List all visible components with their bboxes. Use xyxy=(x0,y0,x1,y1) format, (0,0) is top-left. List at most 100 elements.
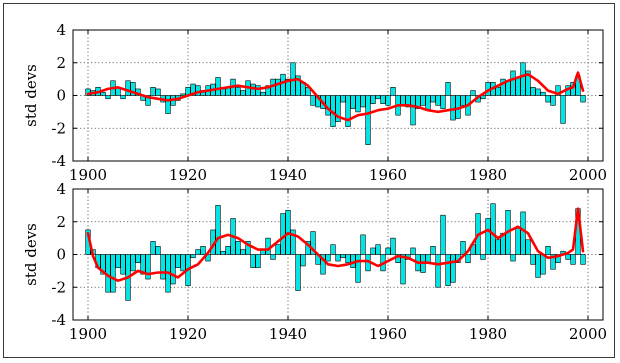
bar xyxy=(145,254,151,280)
bar xyxy=(100,254,106,275)
bar xyxy=(120,254,126,275)
bar xyxy=(540,91,546,96)
bar xyxy=(490,203,496,255)
bottom-panel: 1900 1920 1940 1960 1980 2000 4 2 0 -2 -4 std devs xyxy=(22,180,607,343)
bar xyxy=(415,95,421,109)
bar xyxy=(155,246,161,255)
y-tick-label: -2 xyxy=(51,278,66,296)
bar xyxy=(435,254,441,288)
bar xyxy=(390,87,396,96)
y-tick-label: 4 xyxy=(56,21,66,39)
bar xyxy=(500,232,506,255)
bar xyxy=(515,228,521,255)
bar xyxy=(480,95,486,100)
bar xyxy=(400,254,406,285)
bar xyxy=(525,239,531,255)
bar xyxy=(480,254,486,260)
bar xyxy=(495,87,501,96)
bar xyxy=(355,254,361,283)
bar xyxy=(440,214,446,255)
bar xyxy=(495,239,501,255)
bar xyxy=(370,95,376,104)
bar xyxy=(545,246,551,255)
y-tick-label: -4 xyxy=(51,311,66,329)
bar xyxy=(215,205,221,255)
bar xyxy=(405,95,411,108)
bar xyxy=(130,82,136,96)
bar xyxy=(530,87,536,96)
bar xyxy=(105,95,111,100)
bar xyxy=(355,95,361,113)
bar xyxy=(265,85,271,96)
bar xyxy=(330,244,336,255)
bar xyxy=(360,234,366,255)
bar xyxy=(280,213,286,255)
bar xyxy=(365,95,371,145)
bar xyxy=(545,95,551,103)
bar xyxy=(435,95,441,106)
bar xyxy=(170,254,176,285)
bar xyxy=(260,91,266,96)
y-tick-label: 0 xyxy=(56,87,66,105)
bar xyxy=(550,95,556,106)
bar xyxy=(290,229,296,255)
bar xyxy=(375,95,381,100)
bar xyxy=(450,254,456,283)
bar xyxy=(125,80,131,96)
bar xyxy=(555,254,561,263)
bar xyxy=(190,83,196,96)
x-tick-label: 1980 xyxy=(469,325,507,343)
bar xyxy=(485,218,491,255)
bar xyxy=(160,254,166,280)
bar xyxy=(135,254,141,263)
bar xyxy=(530,254,536,265)
y-tick-label: 0 xyxy=(56,246,66,264)
bar xyxy=(225,246,231,255)
y-tick-label: -2 xyxy=(51,119,66,137)
bar xyxy=(295,75,301,96)
bar xyxy=(580,95,586,103)
x-tick-label: 1960 xyxy=(369,325,407,343)
bar xyxy=(425,95,431,111)
bar xyxy=(310,95,316,106)
bar xyxy=(350,95,356,109)
bar xyxy=(380,95,386,104)
bar xyxy=(555,85,561,96)
bar xyxy=(335,254,341,262)
bar xyxy=(385,95,391,106)
bar xyxy=(570,254,576,265)
bar xyxy=(515,77,521,96)
bar xyxy=(275,78,281,96)
bar xyxy=(215,77,221,96)
bar xyxy=(115,254,121,268)
y-axis-label: std devs xyxy=(22,64,40,127)
bar xyxy=(390,237,396,255)
y-axis-label: std devs xyxy=(22,223,40,286)
bar xyxy=(500,78,506,96)
bar xyxy=(165,95,171,114)
bar xyxy=(145,95,151,106)
bar xyxy=(110,254,116,293)
bar xyxy=(450,95,456,121)
bar xyxy=(250,254,256,268)
bar xyxy=(520,211,526,255)
bar xyxy=(560,95,566,124)
bar xyxy=(250,83,256,96)
x-tick-label: 1940 xyxy=(269,166,307,184)
bar xyxy=(580,254,586,265)
bar xyxy=(180,93,186,96)
bar xyxy=(130,254,136,272)
bar xyxy=(270,254,276,260)
x-tick-label: 1900 xyxy=(69,325,107,343)
bar xyxy=(235,87,241,96)
bar xyxy=(280,73,286,96)
bar xyxy=(460,241,466,255)
bar xyxy=(325,254,331,262)
bar xyxy=(240,249,246,255)
x-tick-label: 2000 xyxy=(569,325,607,343)
bar xyxy=(340,95,346,103)
bar xyxy=(235,241,241,255)
bar xyxy=(370,247,376,255)
